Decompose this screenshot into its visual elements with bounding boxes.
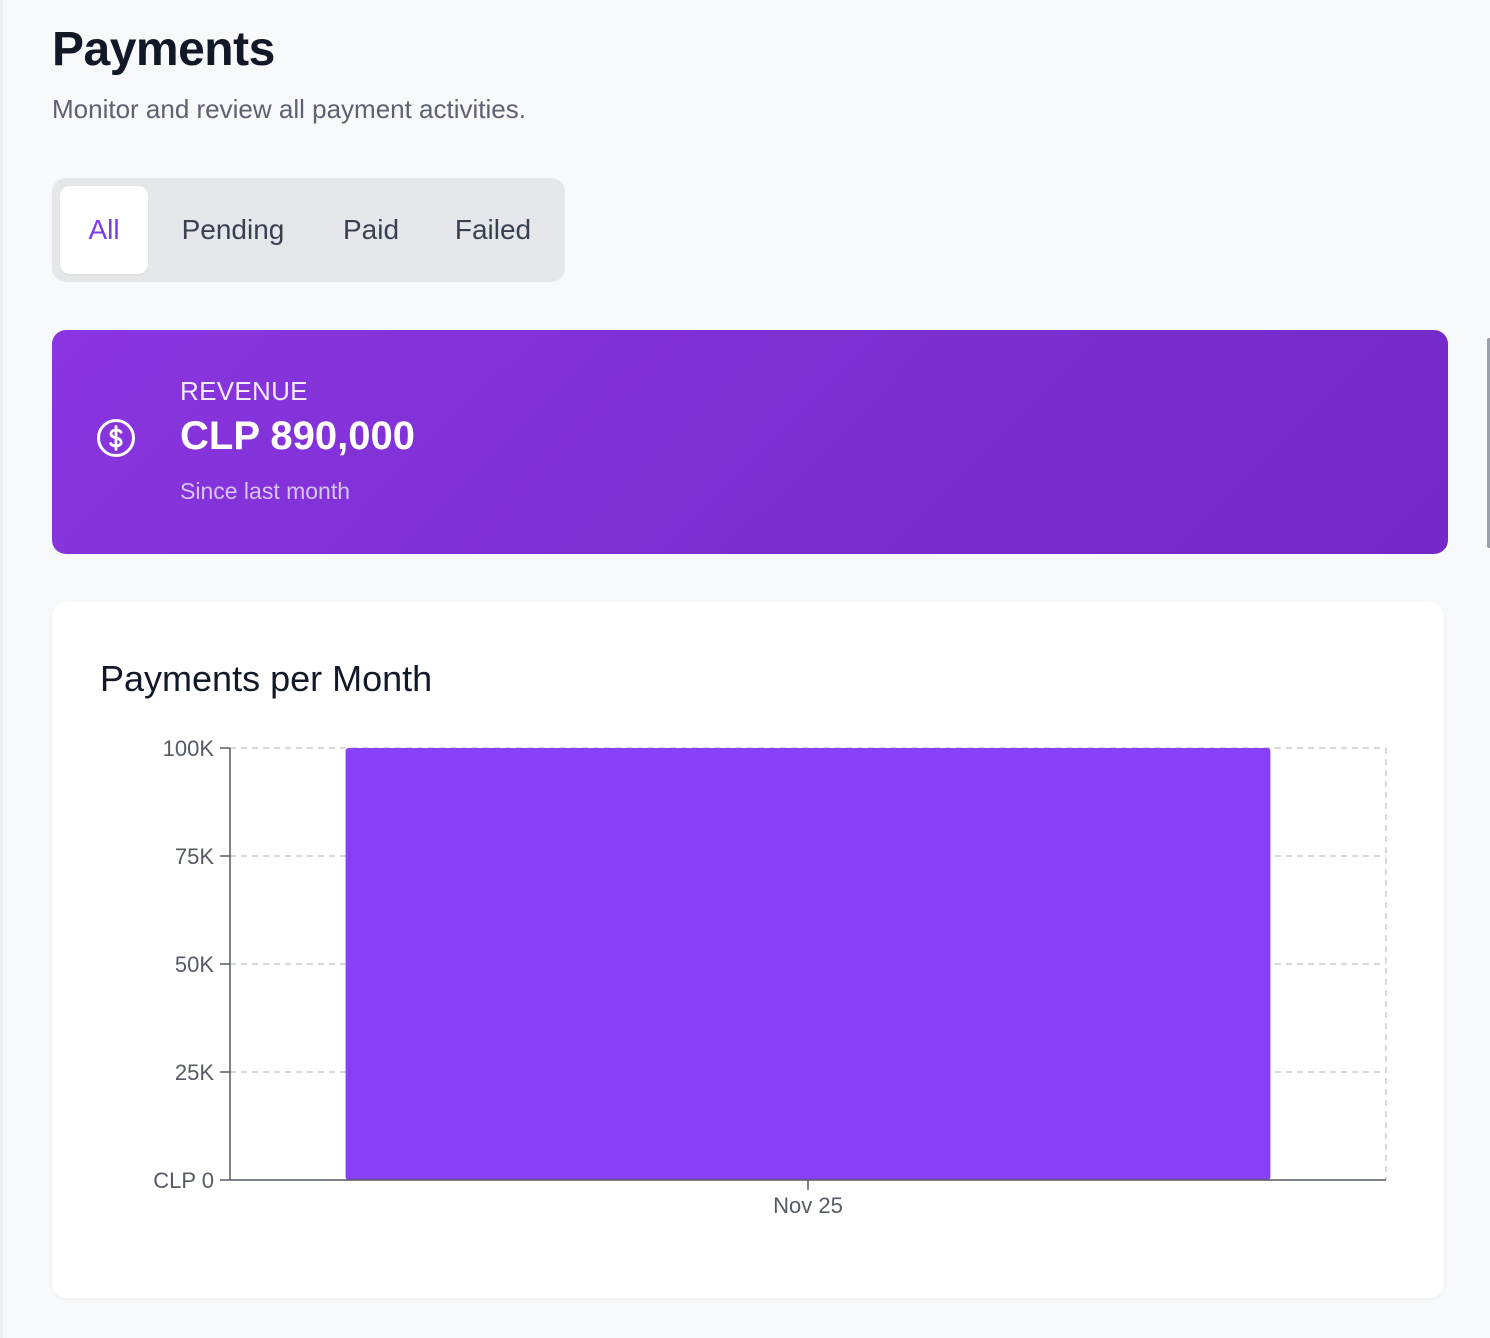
y-tick-label: 100K bbox=[163, 736, 215, 761]
revenue-note: Since last month bbox=[180, 478, 351, 504]
tab-pending[interactable]: Pending bbox=[181, 214, 285, 245]
revenue-card: REVENUE CLP 890,000 Since last month bbox=[52, 330, 1448, 554]
tab-failed[interactable]: Failed bbox=[454, 214, 532, 245]
revenue-value: CLP 890,000 bbox=[180, 414, 415, 458]
y-tick-label: 50K bbox=[175, 952, 214, 977]
y-tick-label: 75K bbox=[175, 844, 214, 869]
page-title: Payments bbox=[52, 23, 275, 76]
y-tick-label: 25K bbox=[175, 1060, 214, 1085]
tab-paid[interactable]: Paid bbox=[342, 214, 400, 245]
x-tick-label: Nov 25 bbox=[773, 1193, 843, 1218]
chart-card: Payments per Month CLP 0 25K 50K 75K 100K Nov… bbox=[52, 602, 1444, 1298]
revenue-label: REVENUE bbox=[180, 376, 308, 406]
scrollbar-thumb[interactable] bbox=[1487, 338, 1490, 548]
chart-title: Payments per Month bbox=[100, 658, 433, 699]
y-tick-label: CLP 0 bbox=[153, 1168, 214, 1193]
payments-bar-chart: CLP 0 25K 50K 75K 100K Nov 25 bbox=[153, 736, 1387, 1218]
dollar-circle-icon bbox=[97, 419, 135, 457]
page-subtitle: Monitor and review all payment activitie… bbox=[52, 94, 526, 124]
tab-all[interactable]: All bbox=[60, 186, 148, 274]
status-tabs: All Pending Paid Failed bbox=[52, 178, 565, 282]
sidebar-edge bbox=[0, 0, 3, 1338]
bar bbox=[345, 748, 1271, 1180]
